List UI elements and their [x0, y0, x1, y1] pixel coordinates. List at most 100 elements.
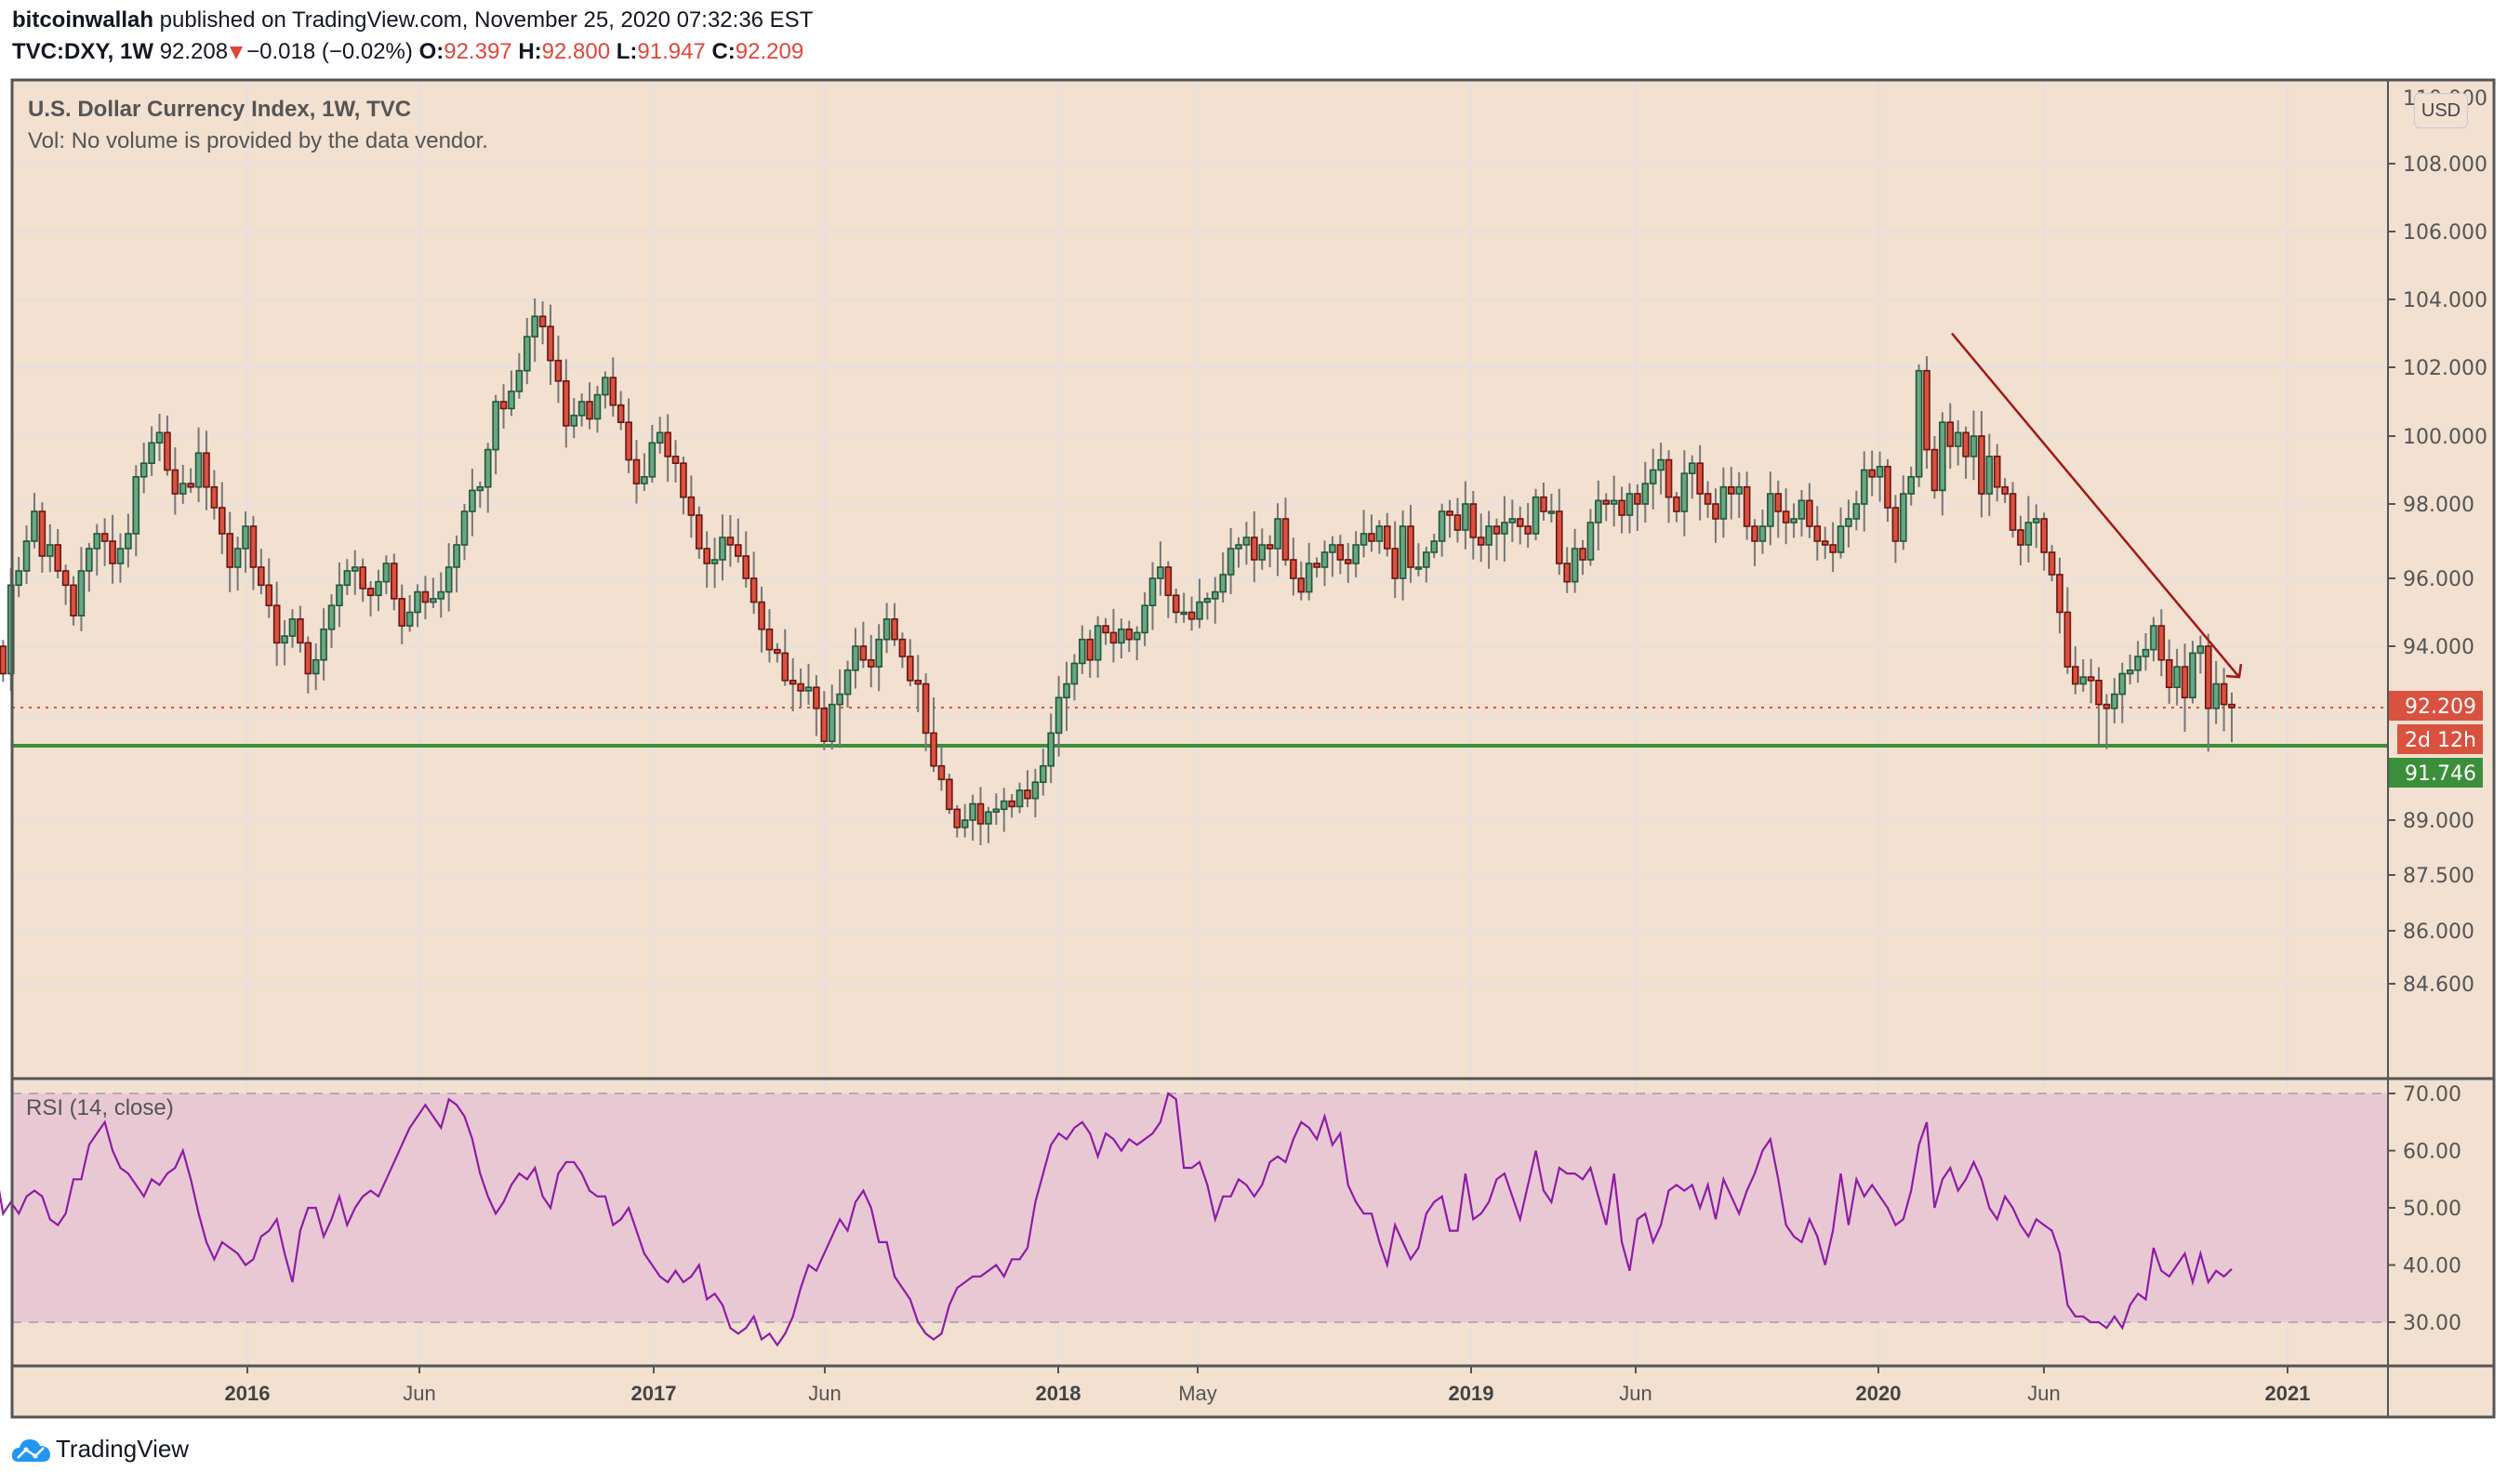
candle [405, 594, 414, 632]
candle [1430, 534, 1439, 559]
candle-body-up [453, 544, 460, 568]
x-tick-label: Jun [1619, 1382, 1651, 1405]
candle [781, 629, 789, 686]
candle-body-down [695, 514, 703, 550]
candle [499, 384, 508, 429]
candle-body-down [1336, 544, 1345, 561]
candle [508, 370, 515, 417]
candle-body-down [1477, 537, 1485, 546]
candle-body-down [1446, 510, 1453, 516]
candle [1625, 483, 1634, 534]
axes[interactable]: 108.000 106.000 104.000 102.000 100.000 98.00… [225, 87, 2487, 1405]
candle-body-up [882, 617, 891, 641]
candle-body-up [148, 442, 155, 464]
candle-body-up [1688, 462, 1696, 474]
tradingview-logo[interactable]: TradingView [11, 1435, 189, 1464]
candle [288, 609, 297, 648]
candle-body-up [1375, 525, 1384, 542]
candle [1320, 540, 1329, 587]
candle [1133, 626, 1141, 661]
candle [703, 531, 710, 589]
candle-body-up [2118, 672, 2127, 696]
candle-body-down [164, 431, 171, 471]
trendline[interactable] [1951, 332, 2240, 678]
candle-body-up [1399, 525, 1407, 579]
candle-body-up [843, 669, 852, 696]
rsi-y-tick-label: 30.00 [2403, 1312, 2461, 1335]
candle [563, 359, 570, 448]
price-label-bg [2397, 724, 2483, 754]
candle [2032, 504, 2040, 549]
candle [164, 415, 171, 476]
high-value: 92.800 [541, 39, 611, 64]
candle [930, 696, 937, 773]
candle-body-up [382, 563, 391, 583]
candle-body-down [859, 645, 868, 661]
candle [1930, 436, 1939, 499]
candle-body-down [1712, 503, 1719, 520]
symbol-label: TVC:DXY, 1W [12, 39, 154, 64]
candle-body-down [937, 764, 946, 781]
candle [1414, 543, 1423, 576]
candle [242, 510, 249, 573]
price-label-text: 91.746 [2405, 762, 2476, 786]
candle-body-down [781, 652, 789, 682]
candle [758, 586, 765, 653]
candle-body-up [961, 819, 969, 828]
trendline-arrow[interactable] [1951, 332, 2243, 679]
candle-body-up [523, 336, 531, 372]
candle-body-down [1109, 631, 1118, 644]
candle [2150, 616, 2157, 662]
candle [2024, 496, 2033, 563]
candle [484, 443, 492, 513]
candle [1336, 535, 1345, 575]
candle-body-up [2134, 656, 2142, 671]
candle-body-up [86, 548, 93, 572]
candle [281, 619, 288, 666]
candle-body-up [1211, 590, 1219, 600]
candle-body-down [538, 315, 547, 327]
candle [570, 398, 578, 439]
candle [1407, 505, 1414, 583]
horizontal-lines[interactable] [12, 707, 2388, 748]
candle [1501, 496, 1508, 562]
price-label-0[interactable]: 92.209 [2388, 691, 2483, 721]
candle-body-up [1070, 662, 1079, 685]
candle [2001, 478, 2009, 503]
candle [2102, 694, 2111, 749]
candle [2048, 545, 2056, 582]
candle-body-up [1985, 456, 1994, 495]
candle [1196, 578, 1203, 629]
candle-body-down [1391, 548, 1399, 579]
currency-button[interactable]: USD [2414, 93, 2468, 128]
candle-body-up [570, 414, 578, 427]
y-tick-label: 94.000 [2403, 636, 2474, 659]
candle-body-up [1586, 522, 1595, 561]
candle-body-up [155, 431, 164, 444]
candle [1352, 531, 1360, 577]
candle-body-down [946, 778, 953, 811]
price-label-1[interactable]: 2d 12h [2397, 724, 2483, 754]
price-label-2[interactable]: 91.746 [2388, 758, 2483, 788]
candle-body-up [1015, 789, 1024, 808]
candle [312, 643, 320, 691]
candle-body-up [93, 533, 101, 550]
x-tick-label: Jun [403, 1382, 435, 1405]
candle [1446, 499, 1453, 538]
candle-body-up [1352, 544, 1360, 564]
candle-body-up [1031, 781, 1040, 800]
candle-body-up [804, 686, 813, 692]
candle-body-down [1453, 514, 1462, 531]
candle [444, 543, 453, 612]
candle [1641, 461, 1650, 523]
candle [538, 300, 547, 345]
candle [1492, 518, 1501, 561]
y-tick-label: 86.000 [2403, 921, 2474, 944]
candle-body-down [1923, 369, 1930, 451]
candle-body-up [1657, 458, 1665, 471]
down-triangle-icon [230, 46, 244, 60]
author-name: bitcoinwallah [12, 7, 154, 33]
open-label: O: [418, 39, 444, 64]
candle [272, 581, 281, 667]
